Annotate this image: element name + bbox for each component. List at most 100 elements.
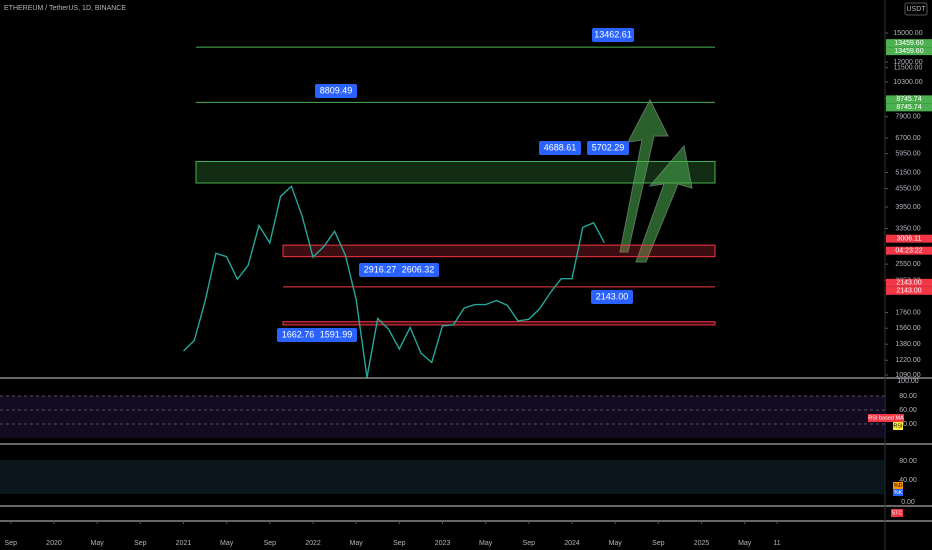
annotation-box [587, 141, 629, 155]
rsi-tick-label: 40.00 [899, 421, 917, 428]
x-tick-label: Sep [523, 540, 536, 547]
rsi-tick-label: 60.00 [899, 407, 917, 414]
x-tick-label: 2020 [46, 540, 62, 547]
zone [195, 161, 716, 184]
price-label-box [886, 39, 932, 48]
countdown: 04:23:22 [895, 248, 922, 255]
x-tick-label: Sep [134, 540, 147, 547]
arrow [635, 144, 693, 263]
x-tick-label: 2023 [435, 540, 451, 547]
zone [282, 244, 716, 258]
annotation-label: 13462.61 [594, 29, 632, 39]
x-tick-label: 2021 [176, 540, 192, 547]
x-tick-label: May [609, 540, 623, 547]
annotation-box [591, 290, 633, 304]
price-label: 8745.74 [896, 104, 921, 111]
annotation-box [315, 328, 357, 342]
rsi-ma-label: RSI based MA [868, 415, 904, 421]
y-tick-label: 5150.00 [895, 169, 920, 176]
annotation-label: 5702.29 [592, 142, 625, 152]
x-tick-label: May [738, 540, 752, 547]
price-label-box [886, 234, 932, 243]
annotation-box [277, 328, 319, 342]
price-label: 13459.60 [894, 48, 923, 55]
y-tick-label: 7900.00 [895, 113, 920, 120]
price-label-box [886, 95, 932, 104]
annotation-label: 4688.61 [544, 142, 577, 152]
stc-label: STC [892, 510, 903, 516]
rsi-band [0, 396, 885, 438]
annotation-box [397, 263, 439, 277]
stc-box [891, 509, 903, 517]
price-label: 3006.11 [897, 236, 922, 243]
stoch-band [0, 460, 885, 494]
x-tick-label: Sep [652, 540, 665, 547]
price-label: 2143.00 [896, 280, 921, 287]
stoch-tick-label: 80.00 [899, 458, 917, 465]
y-tick-label: 4550.00 [895, 185, 920, 192]
stoch-tick-label: 0.00 [901, 499, 915, 506]
y-tick-label: 6700.00 [895, 135, 920, 142]
y-tick-label: 1560.00 [895, 325, 920, 332]
x-tick-label: May [220, 540, 234, 547]
price-line [183, 185, 606, 378]
rsi-label: RSI [893, 423, 903, 429]
y-tick-label: 12000.00 [893, 59, 922, 66]
y-tick-label: 11500.00 [894, 65, 923, 72]
stoch-k-box [893, 489, 903, 496]
x-tick-label: May [479, 540, 493, 547]
y-tick-label: 1220.00 [895, 357, 920, 364]
price-label: 2143.00 [896, 288, 921, 295]
x-tick-label: May [350, 540, 364, 547]
y-tick-label: 15000.00 [893, 30, 922, 37]
annotation-label: 8809.49 [320, 85, 353, 95]
annotation-box [315, 84, 357, 98]
annotation-box [359, 263, 401, 277]
rsi-tick-label: 80.00 [899, 393, 917, 400]
currency[interactable]: USDT [906, 6, 926, 13]
x-tick-label: 2024 [564, 540, 580, 547]
price-label-box [886, 286, 932, 295]
annotation-label: 2143.00 [596, 291, 629, 301]
stoch-tick-label: 40.00 [899, 477, 917, 484]
y-tick-label: 3950.00 [895, 204, 920, 211]
chart-title: ETHEREUM / TetherUS, 1D, BINANCE [4, 5, 126, 12]
y-tick-label: 1380.00 [895, 341, 920, 348]
zone [282, 321, 716, 326]
y-tick-label: 3350.00 [895, 225, 920, 232]
x-tick-label: May [91, 540, 105, 547]
annotation-label: 1662.76 [282, 329, 315, 339]
annotation-label: 2606.32 [402, 264, 435, 274]
price-label: 13459.60 [894, 40, 923, 47]
stoch-k-label: %K [894, 490, 903, 496]
stoch-d-box [893, 482, 903, 489]
arrow [619, 98, 669, 253]
annotation-box [539, 141, 581, 155]
price-label-box [886, 47, 932, 56]
y-tick-label: 5950.00 [895, 150, 920, 157]
annotation-label: 1591.99 [320, 329, 353, 339]
x-tick-label: Sep [5, 540, 18, 547]
price-label-box [886, 278, 932, 287]
y-tick-label: 1760.00 [895, 309, 920, 316]
rsi-tick-label: 100.00 [897, 378, 919, 385]
x-tick-label: Sep [393, 540, 406, 547]
annotation-box [592, 28, 634, 42]
price-label: 8745.74 [896, 96, 921, 103]
annotation-label: 2916.27 [364, 264, 397, 274]
y-tick-label: 2550.00 [895, 261, 920, 268]
x-tick-label: 2025 [694, 540, 710, 547]
x-tick-label: 11 [773, 540, 780, 547]
y-tick-label: 10300.00 [893, 79, 922, 86]
x-tick-label: Sep [264, 540, 277, 547]
y-tick-label: 1090.00 [895, 372, 920, 379]
stoch-d-label: %D [894, 483, 903, 489]
price-label-box [886, 103, 932, 112]
currency-box[interactable] [904, 2, 928, 16]
rsi-box [893, 422, 903, 430]
x-tick-label: 2022 [305, 540, 321, 547]
countdown-box [886, 246, 932, 255]
rsi-ma-box [868, 414, 904, 422]
